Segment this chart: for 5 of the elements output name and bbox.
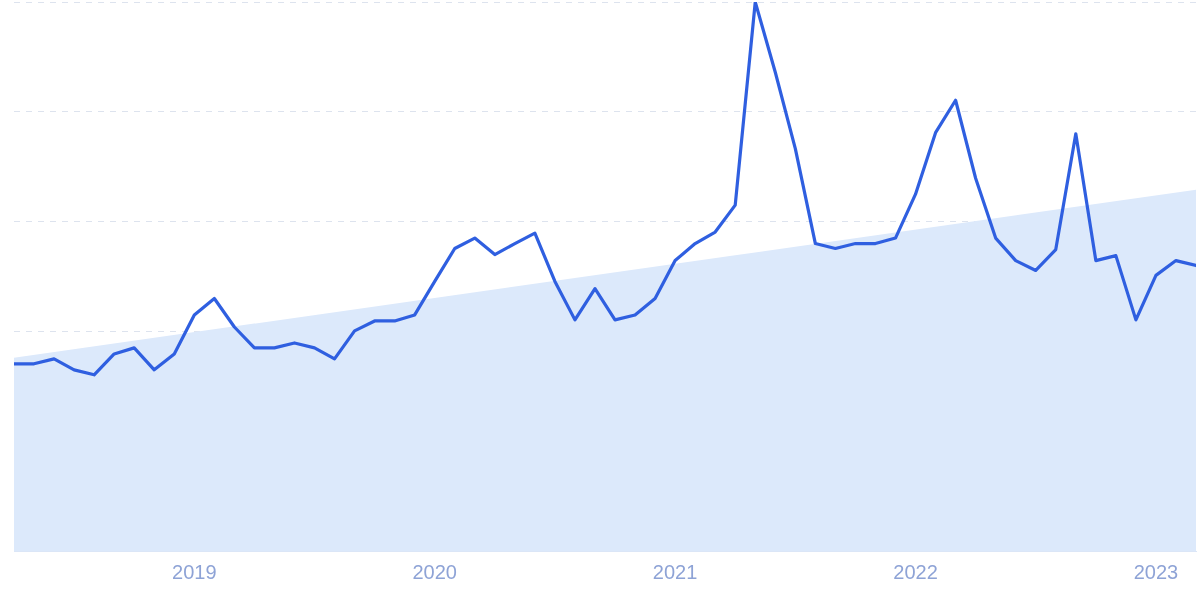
x-tick-label: 2023 bbox=[1133, 560, 1179, 583]
x-tick-label: 2021 bbox=[652, 560, 698, 583]
x-tick-label: 2022 bbox=[893, 560, 938, 583]
x-tick-label: 2020 bbox=[412, 560, 457, 583]
x-tick-label: 2019 bbox=[172, 560, 217, 583]
